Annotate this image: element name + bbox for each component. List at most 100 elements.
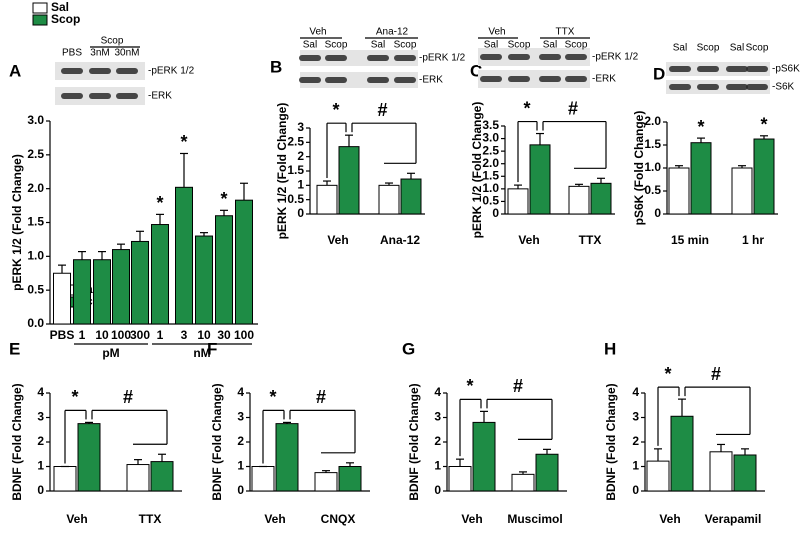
y-axis-label: BDNF (Fold Change) (10, 383, 24, 500)
y-axis-label: BDNF (Fold Change) (604, 383, 618, 500)
y-tick-label: 1.5 (644, 137, 661, 151)
bar (338, 146, 360, 215)
x-tick-label: Veh (264, 512, 285, 526)
blot-band (394, 55, 416, 61)
significance-marker: * (697, 117, 704, 137)
y-tick-label: 4 (632, 385, 639, 399)
error-bar (117, 243, 125, 250)
y-tick-label: 0 (654, 206, 661, 220)
blot-band-label: -ERK (419, 75, 443, 86)
blot-label: Scop (565, 40, 588, 51)
blot-band (697, 66, 719, 72)
blot-band (746, 84, 768, 90)
error-bar (346, 462, 354, 467)
blot-band (299, 55, 321, 61)
error-bar (480, 410, 488, 423)
error-bar (134, 459, 142, 465)
blot-band (89, 93, 111, 99)
bar (731, 167, 753, 215)
y-tick-label: 2.5 (287, 135, 304, 149)
y-tick-label: 2.5 (482, 143, 499, 157)
blot-band-label: -pERK 1/2 (148, 66, 195, 77)
blot-band-label: -S6K (772, 82, 795, 93)
blot-band-label: -pERK 1/2 (419, 53, 466, 64)
bar (175, 186, 193, 325)
blot-label: Sal (730, 43, 744, 54)
y-tick-label: 3 (237, 410, 244, 424)
blot-label: Scop (394, 40, 417, 51)
y-tick-label: 1 (237, 459, 244, 473)
bar (753, 138, 775, 215)
bar (131, 240, 149, 325)
y-tick-label: 1.5 (287, 163, 304, 177)
blot-band (367, 55, 389, 61)
bar (275, 423, 299, 492)
bar (53, 466, 77, 492)
blot-label: Scop (101, 36, 124, 47)
blot-band-label: -pS6K (772, 64, 800, 75)
blot-band (325, 55, 347, 61)
x-tick-label: 1 (79, 328, 86, 342)
error-bar (519, 471, 527, 475)
blot (300, 50, 418, 66)
y-axis-label: BDNF (Fold Change) (407, 383, 421, 500)
error-bar (323, 180, 331, 186)
y-tick-label: 1.5 (482, 168, 499, 182)
blot-band (726, 66, 748, 72)
error-bar (283, 421, 291, 424)
bar (314, 472, 338, 492)
x-tick-label: Veh (461, 512, 482, 526)
bar (126, 464, 150, 492)
error-bar (738, 165, 746, 168)
blot-band (480, 54, 502, 60)
bar (73, 259, 91, 325)
bar (568, 185, 590, 215)
blot-label: Sal (371, 40, 385, 51)
y-tick-label: 2 (37, 434, 44, 448)
y-axis-label: pERK 1/2 (Fold Change) (10, 154, 24, 291)
x-tick-label: 10 (197, 328, 211, 342)
bar (507, 188, 529, 215)
error-bar (156, 213, 164, 225)
bar (590, 182, 612, 215)
y-tick-label: 3.5 (482, 118, 499, 132)
x-tick-label: Veh (659, 512, 680, 526)
y-tick-label: 4 (434, 385, 441, 399)
significance-marker: * (156, 193, 163, 213)
y-tick-label: 0 (434, 483, 441, 497)
blot-label: Sal (543, 40, 557, 51)
error-bar (385, 182, 393, 186)
significance-marker: * (180, 132, 187, 152)
x-tick-label: Veh (518, 233, 539, 247)
y-tick-label: 0.5 (287, 192, 304, 206)
y-tick-label: 3.0 (27, 113, 44, 127)
error-bar (407, 172, 415, 180)
group-label: nM (193, 346, 210, 360)
error-bar (78, 250, 86, 260)
blot (478, 70, 590, 88)
bar (150, 461, 174, 492)
y-tick-label: 0 (492, 206, 499, 220)
bar (235, 199, 253, 325)
y-tick-label: 2 (434, 434, 441, 448)
x-tick-label: TTX (139, 512, 162, 526)
error-bar (220, 209, 228, 216)
blot-band (539, 54, 561, 60)
legend-swatch (32, 2, 48, 14)
bar (400, 178, 422, 215)
x-tick-label: Muscimol (507, 512, 562, 526)
x-tick-label: Ana-12 (380, 233, 420, 247)
blot-band (669, 66, 691, 72)
blot-label: 30nM (114, 48, 139, 59)
blot-band (669, 84, 691, 90)
y-tick-label: 3.0 (482, 131, 499, 145)
y-tick-label: 2 (237, 434, 244, 448)
y-tick-label: 0 (297, 206, 304, 220)
bar (151, 224, 169, 325)
bar (112, 249, 130, 325)
y-tick-label: 1.0 (644, 160, 661, 174)
blot-label: Veh (309, 27, 326, 38)
significance-marker: * (269, 387, 276, 407)
bar (733, 454, 757, 492)
panel-letter: G (402, 339, 415, 358)
